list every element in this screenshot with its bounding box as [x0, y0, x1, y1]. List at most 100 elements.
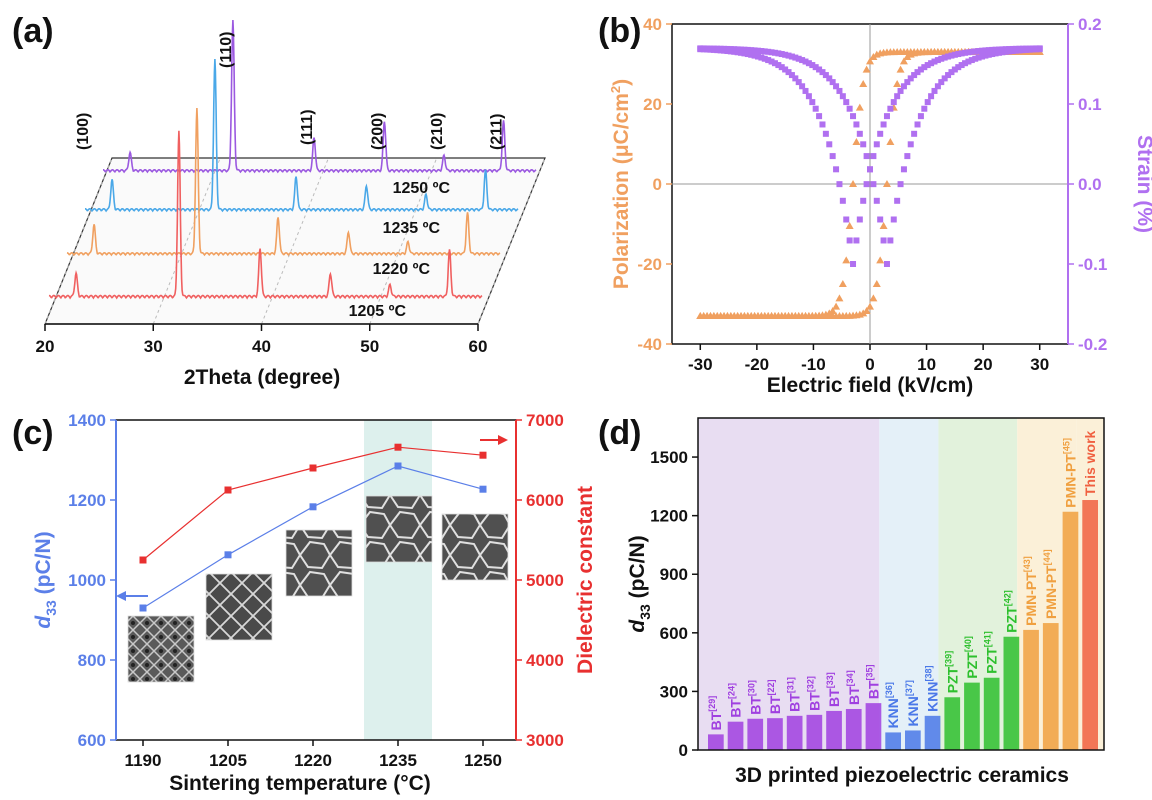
- strain-marker: [839, 93, 846, 100]
- d33-y-tick-label: 800: [78, 651, 106, 670]
- strain-marker: [778, 64, 785, 71]
- xrd-peak-label: (210): [429, 113, 446, 150]
- strain-marker: [1033, 46, 1040, 53]
- strain-marker: [853, 237, 860, 244]
- strain-marker: [856, 130, 863, 137]
- strain-marker: [890, 99, 897, 106]
- bar-label: PMN-PT[44]: [1042, 549, 1059, 619]
- strain-marker: [751, 52, 758, 59]
- family-band-bt: [698, 418, 880, 750]
- strain-marker: [839, 197, 846, 204]
- bar-label: PZT[41]: [983, 631, 1000, 673]
- pe-x-tick-label: 20: [974, 355, 993, 374]
- polarization-marker: [838, 279, 847, 287]
- strain-marker: [999, 49, 1006, 56]
- strain-marker: [754, 53, 761, 60]
- strain-marker: [972, 55, 979, 62]
- strain-marker: [1036, 46, 1043, 53]
- bar-y-ticks: 0 300 600 900 1200 1500: [650, 448, 698, 760]
- strain-marker: [945, 53, 952, 60]
- polarization-marker: [882, 180, 891, 187]
- strain-marker: [775, 50, 782, 57]
- bar-plot-frame: [697, 417, 1105, 751]
- sem-micrograph: [365, 495, 433, 563]
- bar-bt-33: [826, 710, 842, 750]
- xrd-peak-labels: (100) (110) (111) (200) (210) (211): [75, 32, 505, 150]
- strain-marker: [867, 166, 873, 173]
- strain-marker: [748, 47, 755, 54]
- pe-x-tick-label: -30: [688, 355, 713, 374]
- bar-y-tick-label: 1500: [650, 448, 688, 467]
- strain-marker: [880, 121, 887, 128]
- sem-micrograph: [205, 573, 273, 641]
- polarization-marker: [835, 294, 844, 302]
- strain-marker: [982, 47, 989, 54]
- xrd-peak-label: (111): [299, 109, 316, 145]
- strain-marker: [877, 216, 884, 223]
- strain-marker: [860, 197, 867, 204]
- strain-marker: [853, 121, 860, 128]
- xrd-x-tick-label: 60: [469, 337, 488, 356]
- strain-marker: [921, 105, 928, 112]
- strain-marker: [934, 57, 941, 64]
- polarization-y-tick-label: 0: [653, 175, 662, 194]
- xrd-trace-1205: [48, 130, 483, 300]
- strain-marker: [856, 216, 863, 223]
- sintering-x-tick-label: 1250: [464, 751, 502, 770]
- d33-bars: [708, 500, 1098, 750]
- polarization-marker: [855, 103, 864, 111]
- strain-marker: [768, 49, 775, 56]
- strain-marker: [928, 93, 935, 100]
- strain-marker: [717, 45, 724, 52]
- strain-marker: [724, 45, 731, 52]
- strain-marker: [850, 113, 857, 120]
- d33-axis-label: d33 (pC/N): [32, 531, 59, 628]
- strain-marker: [958, 62, 965, 69]
- bar-bt-32: [806, 714, 823, 750]
- strain-marker: [836, 87, 843, 94]
- strain-marker: [782, 66, 789, 73]
- bar-pzt-41: [983, 677, 1000, 750]
- strain-marker: [826, 141, 833, 148]
- strain-marker: [975, 54, 982, 61]
- strain-marker: [822, 130, 829, 137]
- d33-y-tick-label: 1200: [68, 491, 106, 510]
- bar-pzt-42: [1003, 636, 1020, 750]
- strain-marker: [738, 49, 745, 56]
- strain-marker: [707, 45, 714, 52]
- xrd-temp-label-1250: 1250 ºC: [393, 180, 451, 197]
- strain-marker: [985, 51, 992, 58]
- strain-marker: [805, 93, 812, 100]
- strain-marker: [958, 50, 965, 57]
- strain-marker: [924, 62, 931, 69]
- sem-micrograph: [285, 529, 353, 597]
- strain-marker: [788, 72, 795, 79]
- strain-marker: [934, 83, 941, 90]
- strain-marker: [1029, 46, 1036, 53]
- strain-marker: [771, 60, 778, 67]
- polarization-marker: [866, 57, 874, 65]
- strain-y-tick-label: 0.2: [1078, 15, 1102, 34]
- bar-pmnpt-44: [1042, 623, 1059, 750]
- dielectric-y-tick-label: 7000: [526, 411, 564, 430]
- strain-marker: [992, 50, 999, 57]
- xrd-peak-label: (110): [218, 32, 235, 68]
- sem-micrograph: [127, 615, 195, 683]
- strain-marker: [778, 51, 785, 58]
- strain-marker: [883, 113, 890, 120]
- xrd-x-tick-label: 30: [144, 337, 163, 356]
- strain-marker: [945, 72, 952, 79]
- strain-marker: [962, 60, 969, 67]
- strain-marker: [792, 75, 799, 82]
- polarization-marker: [876, 256, 885, 264]
- strain-marker: [826, 75, 833, 82]
- polarization-marker: [859, 309, 868, 317]
- bar-pzt-39: [944, 697, 961, 750]
- pe-ticks: -30 -20 -10 0 10 20 30 -40 -20 0 20 40 -0.2 -0.1 0.0 0.…: [637, 15, 1107, 374]
- xrd-peak-label: (211): [489, 114, 506, 150]
- sintering-x-tick-label: 1220: [294, 751, 332, 770]
- strain-marker: [816, 66, 823, 73]
- strain-marker: [741, 50, 748, 57]
- strain-marker: [809, 99, 816, 106]
